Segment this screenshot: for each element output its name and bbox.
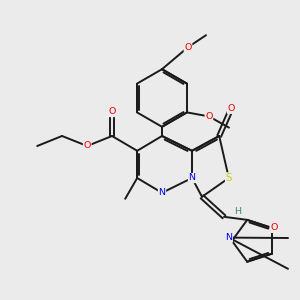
Text: O: O <box>184 43 192 52</box>
Text: H: H <box>235 207 242 216</box>
Text: O: O <box>83 142 91 151</box>
Text: O: O <box>227 104 235 113</box>
Text: O: O <box>270 224 278 232</box>
Text: S: S <box>226 173 232 183</box>
Text: O: O <box>108 107 116 116</box>
Text: N: N <box>158 188 166 197</box>
Text: N: N <box>188 173 196 182</box>
Text: O: O <box>205 112 213 121</box>
Text: N: N <box>225 233 232 242</box>
